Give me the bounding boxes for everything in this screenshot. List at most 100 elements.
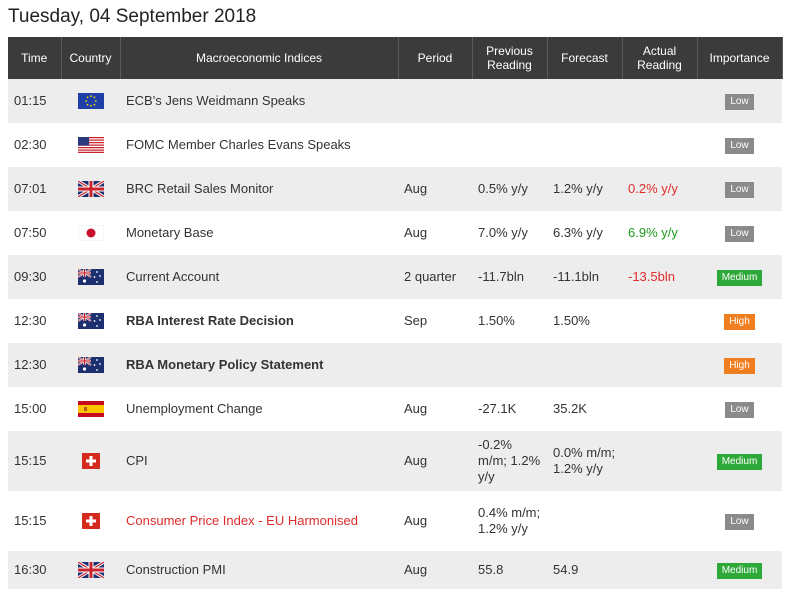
table-row[interactable]: 15:15 CPI Aug -0.2% m/m; 1.2% y/y 0.0% m… [8, 431, 782, 491]
actual-cell [622, 299, 697, 343]
table-row[interactable]: 07:50 Monetary Base Aug 7.0% y/y 6.3% y/… [8, 211, 782, 255]
japan-flag-icon [77, 225, 104, 242]
importance-badge: Low [725, 402, 754, 418]
table-row[interactable]: 15:15 Consumer Price Index - EU Harmonis… [8, 491, 782, 551]
forecast-cell: 54.9 [553, 562, 579, 577]
previous-cell [472, 123, 547, 167]
table-row[interactable]: 15:00 Unemployment Change Aug -27.1K 35.… [8, 387, 782, 431]
time-cell: 01:15 [14, 93, 47, 108]
uk-flag-icon [77, 562, 104, 579]
table-row[interactable]: 12:30 RBA Monetary Policy Statement High [8, 343, 782, 387]
previous-cell: 1.50% [478, 313, 515, 328]
header-country: Country [61, 37, 121, 79]
period-cell: Aug [404, 181, 428, 196]
previous-cell: 55.8 [478, 562, 504, 577]
table-row[interactable]: 16:30 Construction PMI Aug 55.8 54.9 Med… [8, 551, 782, 589]
index-name: Construction PMI [126, 562, 226, 577]
index-name: BRC Retail Sales Monitor [126, 181, 274, 196]
previous-cell: -11.7bln [478, 269, 525, 284]
period-cell [398, 123, 472, 167]
importance-badge: Low [725, 94, 754, 110]
table-row[interactable]: 09:30 Current Account 2 quarter -11.7bln… [8, 255, 782, 299]
forecast-cell [547, 79, 622, 123]
forecast-cell [547, 343, 622, 387]
period-cell [398, 343, 472, 387]
time-cell: 02:30 [14, 137, 47, 152]
time-cell: 15:15 [14, 453, 47, 468]
forecast-cell: 1.50% [553, 313, 590, 328]
actual-cell [622, 491, 697, 551]
index-name: ECB's Jens Weidmann Speaks [126, 93, 306, 108]
importance-badge: Low [725, 226, 754, 242]
header-actual: Actual Reading [622, 37, 698, 79]
table-row[interactable]: 01:15 ECB's Jens Weidmann Speaks Low [8, 79, 782, 123]
previous-cell: -0.2% m/m; 1.2% y/y [478, 437, 541, 484]
previous-cell: -27.1K [478, 401, 517, 416]
period-cell: Sep [404, 313, 428, 328]
importance-badge: Medium [716, 454, 763, 470]
index-name: Monetary Base [126, 225, 214, 240]
actual-cell: 0.2% y/y [628, 181, 678, 196]
time-cell: 12:30 [14, 313, 47, 328]
importance-badge: Low [725, 182, 754, 198]
spain-flag-icon [77, 401, 104, 418]
previous-cell: 0.5% y/y [478, 181, 528, 196]
actual-cell: -13.5bln [628, 269, 675, 284]
actual-cell [622, 387, 697, 431]
forecast-cell [547, 123, 622, 167]
time-cell: 15:00 [14, 401, 47, 416]
previous-cell [472, 343, 547, 387]
forecast-cell: -11.1bln [553, 269, 600, 284]
actual-cell: 6.9% y/y [628, 225, 678, 240]
forecast-cell: 35.2K [553, 401, 587, 416]
time-cell: 07:01 [14, 181, 47, 196]
us-flag-icon [77, 137, 104, 154]
australia-flag-icon [77, 313, 104, 330]
index-name: RBA Interest Rate Decision [126, 313, 294, 328]
time-cell: 12:30 [14, 357, 47, 372]
actual-cell [622, 343, 697, 387]
forecast-cell: 0.0% m/m; 1.2% y/y [553, 445, 616, 476]
date-title: Tuesday, 04 September 2018 [8, 6, 257, 27]
header-previous: Previous Reading [472, 37, 548, 79]
actual-cell [622, 79, 697, 123]
time-cell: 16:30 [14, 562, 47, 577]
period-cell: Aug [404, 562, 428, 577]
header-forecast: Forecast [547, 37, 623, 79]
header-time: Time [8, 37, 62, 79]
period-cell [398, 79, 472, 123]
importance-badge: Low [725, 514, 754, 530]
table-header-row: Time Country Macroeconomic Indices Perio… [8, 37, 783, 79]
index-name-link[interactable]: Consumer Price Index - EU Harmonised [126, 513, 358, 528]
previous-cell [472, 79, 547, 123]
header-index: Macroeconomic Indices [120, 37, 399, 79]
economic-calendar-table: Time Country Macroeconomic Indices Perio… [8, 37, 783, 589]
header-importance: Importance [697, 37, 783, 79]
forecast-cell: 1.2% y/y [553, 181, 603, 196]
forecast-cell [547, 491, 622, 551]
index-name: RBA Monetary Policy Statement [126, 357, 324, 372]
period-cell: Aug [404, 453, 428, 468]
index-name: CPI [126, 453, 148, 468]
australia-flag-icon [77, 269, 104, 286]
period-cell: 2 quarter [404, 269, 457, 284]
index-name: Current Account [126, 269, 220, 284]
previous-cell: 0.4% m/m; 1.2% y/y [478, 505, 541, 536]
forecast-cell: 6.3% y/y [553, 225, 603, 240]
table-row[interactable]: 02:30 FOMC Member Charles Evans Speaks L… [8, 123, 782, 167]
index-name: FOMC Member Charles Evans Speaks [126, 137, 351, 152]
switzerland-flag-icon [78, 513, 104, 530]
table-row[interactable]: 12:30 RBA Interest Rate Decision Sep 1.5… [8, 299, 782, 343]
actual-cell [622, 431, 697, 491]
previous-cell: 7.0% y/y [478, 225, 528, 240]
time-cell: 15:15 [14, 513, 47, 528]
table-row[interactable]: 07:01 BRC Retail Sales Monitor Aug 0.5% … [8, 167, 782, 211]
header-period: Period [398, 37, 473, 79]
actual-cell [622, 123, 697, 167]
actual-cell [622, 551, 697, 589]
importance-badge: Medium [716, 563, 763, 579]
switzerland-flag-icon [78, 453, 104, 470]
index-name: Unemployment Change [126, 401, 263, 416]
importance-badge: Low [725, 138, 754, 154]
importance-badge: High [724, 358, 755, 374]
